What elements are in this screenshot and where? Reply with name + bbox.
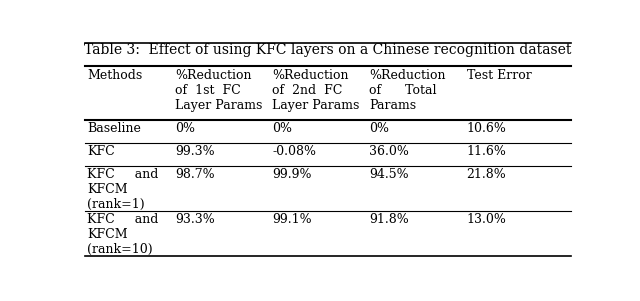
Text: 10.6%: 10.6% (467, 122, 506, 135)
Text: 0%: 0% (272, 122, 292, 135)
Text: -0.08%: -0.08% (272, 145, 316, 158)
Text: 91.8%: 91.8% (369, 213, 409, 226)
Text: 11.6%: 11.6% (467, 145, 506, 158)
Text: 93.3%: 93.3% (175, 213, 214, 226)
Text: %Reduction
of      Total
Params: %Reduction of Total Params (369, 69, 446, 112)
Text: 13.0%: 13.0% (467, 213, 506, 226)
Text: 99.9%: 99.9% (272, 168, 312, 181)
Text: KFC: KFC (88, 145, 115, 158)
Text: 0%: 0% (175, 122, 195, 135)
Text: 36.0%: 36.0% (369, 145, 409, 158)
Text: 99.3%: 99.3% (175, 145, 214, 158)
Text: %Reduction
of  1st  FC
Layer Params: %Reduction of 1st FC Layer Params (175, 69, 262, 112)
Text: Test Error: Test Error (467, 69, 531, 82)
Text: 99.1%: 99.1% (272, 213, 312, 226)
Text: Baseline: Baseline (88, 122, 141, 135)
Text: 94.5%: 94.5% (369, 168, 409, 181)
Text: KFC     and
KFCM
(rank=10): KFC and KFCM (rank=10) (88, 213, 159, 256)
Text: %Reduction
of  2nd  FC
Layer Params: %Reduction of 2nd FC Layer Params (272, 69, 360, 112)
Text: 0%: 0% (369, 122, 389, 135)
Text: Methods: Methods (88, 69, 143, 82)
Text: 98.7%: 98.7% (175, 168, 214, 181)
Text: KFC     and
KFCM
(rank=1): KFC and KFCM (rank=1) (88, 168, 159, 211)
Text: Table 3:  Effect of using KFC layers on a Chinese recognition dataset: Table 3: Effect of using KFC layers on a… (84, 43, 572, 57)
Text: 21.8%: 21.8% (467, 168, 506, 181)
